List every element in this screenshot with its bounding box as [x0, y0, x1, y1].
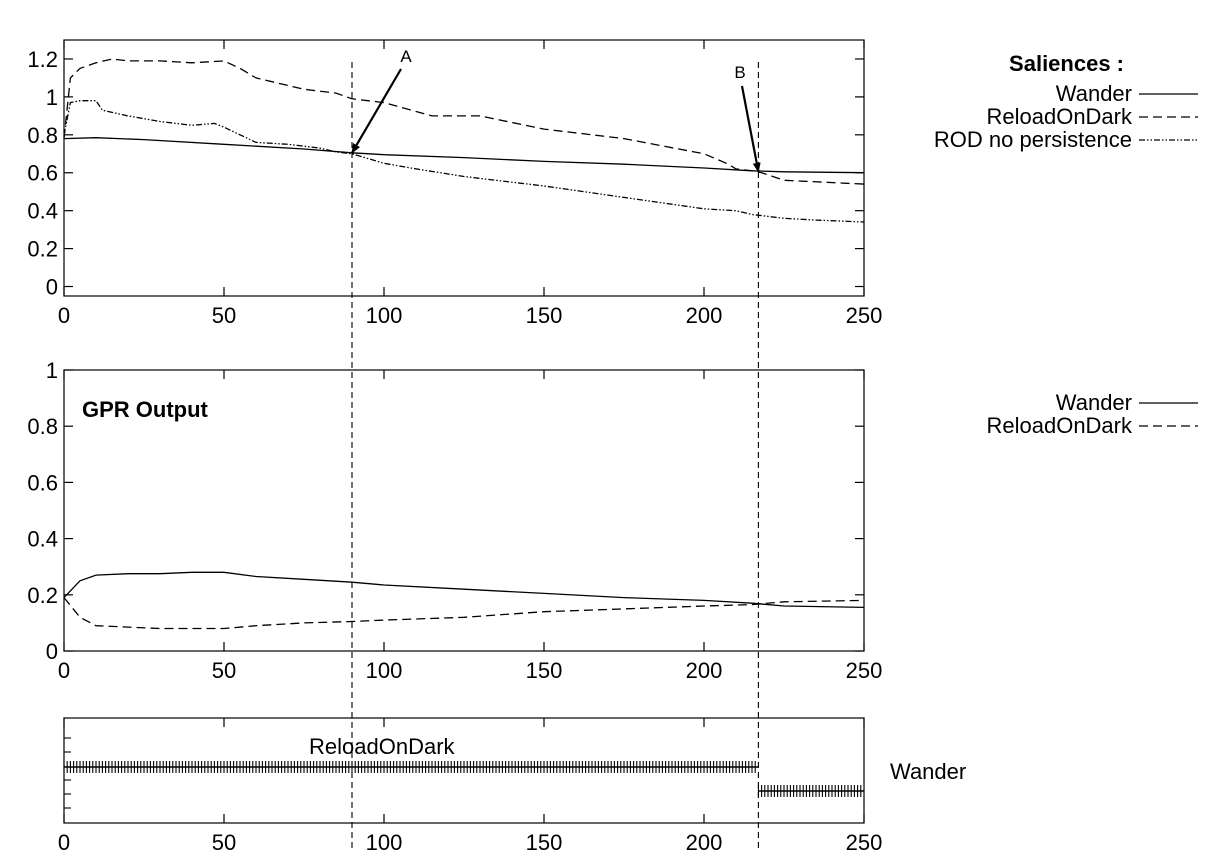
y-tick-label: 1.2	[27, 47, 58, 72]
gpr-output-plot: 0 50 100 150 200 250 0 0.2 0.4 0.6 0.8 1 GPR Output	[27, 358, 882, 683]
legend-label: Wander	[1056, 81, 1132, 106]
x-tick-label: 50	[212, 303, 236, 328]
x-tick-label: 50	[212, 830, 236, 852]
y-tick-label: 0.2	[27, 583, 58, 608]
x-tick-label: 250	[846, 830, 883, 852]
y-tick-label: 0.8	[27, 123, 58, 148]
legend-label: ReloadOnDark	[986, 413, 1133, 438]
series-line-rod-no-persistence	[63, 100, 865, 223]
legend-item: ReloadOnDark	[986, 104, 1198, 129]
plot-frame	[63, 369, 865, 652]
legend-item: ROD no persistence	[934, 127, 1198, 152]
x-tick-label: 100	[366, 830, 403, 852]
x-tick-label: 150	[526, 303, 563, 328]
saliences-plot: 0 50 100 150 200 250 0 0.2 0.4 0.6 0.8 1 1.2	[27, 39, 883, 328]
y-tick-label: 0.6	[27, 161, 58, 186]
timeline-label: ReloadOnDark	[309, 734, 456, 759]
series-line-reloadondark	[63, 597, 865, 630]
timeline-segment-reloadondark: ReloadOnDark	[63, 734, 759, 773]
legend-title: Saliences :	[1009, 51, 1124, 76]
x-tick-label: 150	[526, 658, 563, 683]
y-tick-label: 1	[46, 358, 58, 383]
y-tick-label: 0.4	[27, 527, 58, 552]
x-tick-label: 100	[366, 303, 403, 328]
y-tick-label: 0.8	[27, 414, 58, 439]
x-tick-label: 100	[366, 658, 403, 683]
series-line-wander	[63, 137, 865, 174]
y-tick-label: 0	[46, 639, 58, 664]
x-tick-label: 50	[212, 658, 236, 683]
plot-frame	[63, 39, 865, 297]
legend-label: Wander	[1056, 390, 1132, 415]
selection-timeline: 0 50 100 150 200 250 ReloadOnDark Wander	[58, 717, 966, 852]
plot-title: GPR Output	[82, 397, 209, 422]
x-tick-label: 250	[846, 303, 883, 328]
x-tick-label: 200	[686, 658, 723, 683]
arrow-b	[740, 85, 761, 173]
y-tick-label: 0.2	[27, 237, 58, 262]
x-tick-label: 0	[58, 830, 70, 852]
x-tick-label: 0	[58, 303, 70, 328]
series-line-wander	[63, 571, 865, 609]
annotation-label-b: B	[734, 63, 745, 82]
timeline-label: Wander	[890, 759, 966, 784]
x-tick-label: 200	[686, 830, 723, 852]
timeline-segment-wander: Wander	[757, 759, 966, 797]
x-tick-label: 150	[526, 830, 563, 852]
x-tick-label: 250	[846, 658, 883, 683]
x-tick-label: 200	[686, 303, 723, 328]
x-tick-label: 0	[58, 658, 70, 683]
legend-item: ReloadOnDark	[986, 413, 1198, 438]
event-markers	[351, 62, 759, 852]
arrow-a	[351, 68, 402, 154]
y-tick-label: 1	[46, 85, 58, 110]
y-tick-label: 0.6	[27, 470, 58, 495]
y-tick-label: 0	[46, 275, 58, 300]
annotation-label-a: A	[400, 47, 412, 66]
legend-item: Wander	[1056, 390, 1198, 415]
series-line-reloadondark	[63, 58, 865, 185]
annotations: AB	[351, 47, 761, 173]
legend-item: Wander	[1056, 81, 1198, 106]
legend-label: ROD no persistence	[934, 127, 1132, 152]
legend-label: ReloadOnDark	[986, 104, 1133, 129]
y-tick-label: 0.4	[27, 199, 58, 224]
